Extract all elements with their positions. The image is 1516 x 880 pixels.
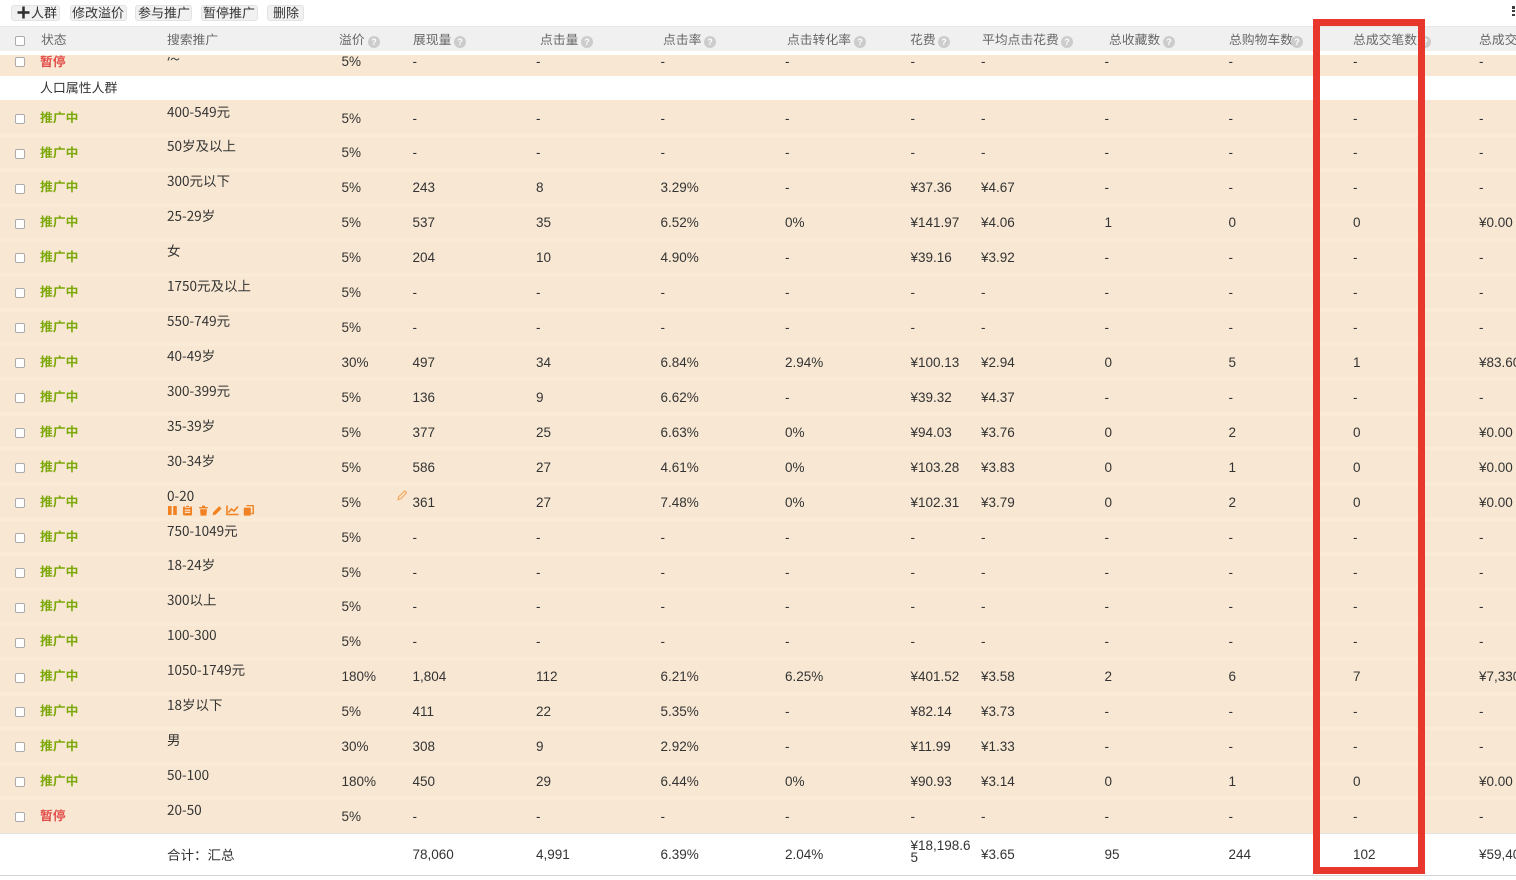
svg-text:?: ? bbox=[457, 37, 463, 47]
svg-text:?: ? bbox=[941, 37, 947, 47]
svg-text:?: ? bbox=[707, 37, 713, 47]
svg-text:?: ? bbox=[584, 37, 590, 47]
svg-text:?: ? bbox=[1064, 37, 1070, 47]
svg-text:?: ? bbox=[371, 37, 377, 47]
svg-text:?: ? bbox=[1166, 37, 1172, 47]
svg-text:?: ? bbox=[1294, 37, 1300, 47]
svg-text:?: ? bbox=[1423, 37, 1429, 47]
svg-text:?: ? bbox=[857, 37, 863, 47]
